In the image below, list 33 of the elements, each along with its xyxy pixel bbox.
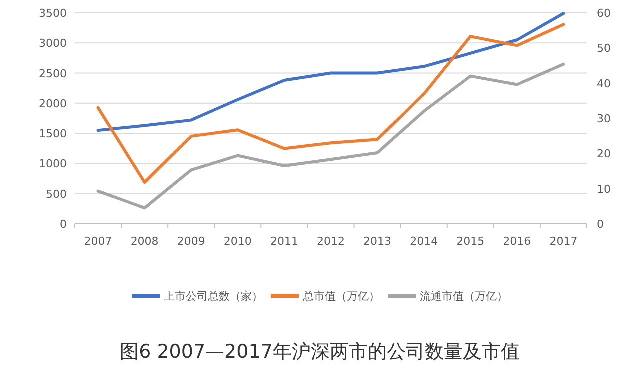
line-series: [96, 62, 566, 210]
y2-tick-label: 50: [597, 42, 611, 56]
x-tick-label: 2014: [410, 235, 438, 248]
y-tick-label: 1000: [39, 158, 67, 171]
x-tick-label: 2016: [503, 235, 532, 248]
x-tick-label: 2012: [317, 235, 345, 248]
y2-tick-label: 40: [597, 77, 611, 90]
y2-tick-label: 10: [597, 182, 611, 196]
y-tick-label: 2500: [39, 67, 67, 80]
text: 图6 2007—2017年沪深两市的公司数量及市值: [120, 341, 520, 363]
legend-label: 上市公司总数（家）: [164, 290, 263, 303]
x-tick-label: 2013: [364, 235, 392, 248]
y-tick-label: 3000: [39, 37, 67, 50]
x-tick-label: 2008: [130, 235, 159, 248]
y-tick-label: 3500: [39, 7, 67, 20]
x-tick-label: 2009: [177, 235, 206, 248]
line-series: [96, 23, 566, 184]
x-tick-label: 2010: [224, 235, 252, 248]
y-tick-label: 1500: [39, 128, 67, 141]
line-series: [96, 12, 566, 132]
y2-tick-label: 30: [597, 112, 611, 126]
legend-label: 流通市值（万亿）: [420, 290, 508, 303]
legend-label: 总市值（万亿）: [302, 290, 380, 303]
y-tick-label: 500: [46, 188, 67, 201]
x-tick-label: 2007: [84, 235, 112, 248]
y-tick-label: 2000: [39, 97, 67, 110]
x-tick-label: 2017: [550, 235, 578, 248]
x-tick-label: 2011: [270, 235, 298, 248]
y2-tick-label: 0: [597, 218, 604, 231]
y2-tick-label: 60: [597, 7, 611, 20]
x-tick-label: 2015: [456, 235, 485, 248]
y-tick-label: 0: [60, 218, 67, 231]
y2-tick-label: 20: [597, 148, 611, 161]
